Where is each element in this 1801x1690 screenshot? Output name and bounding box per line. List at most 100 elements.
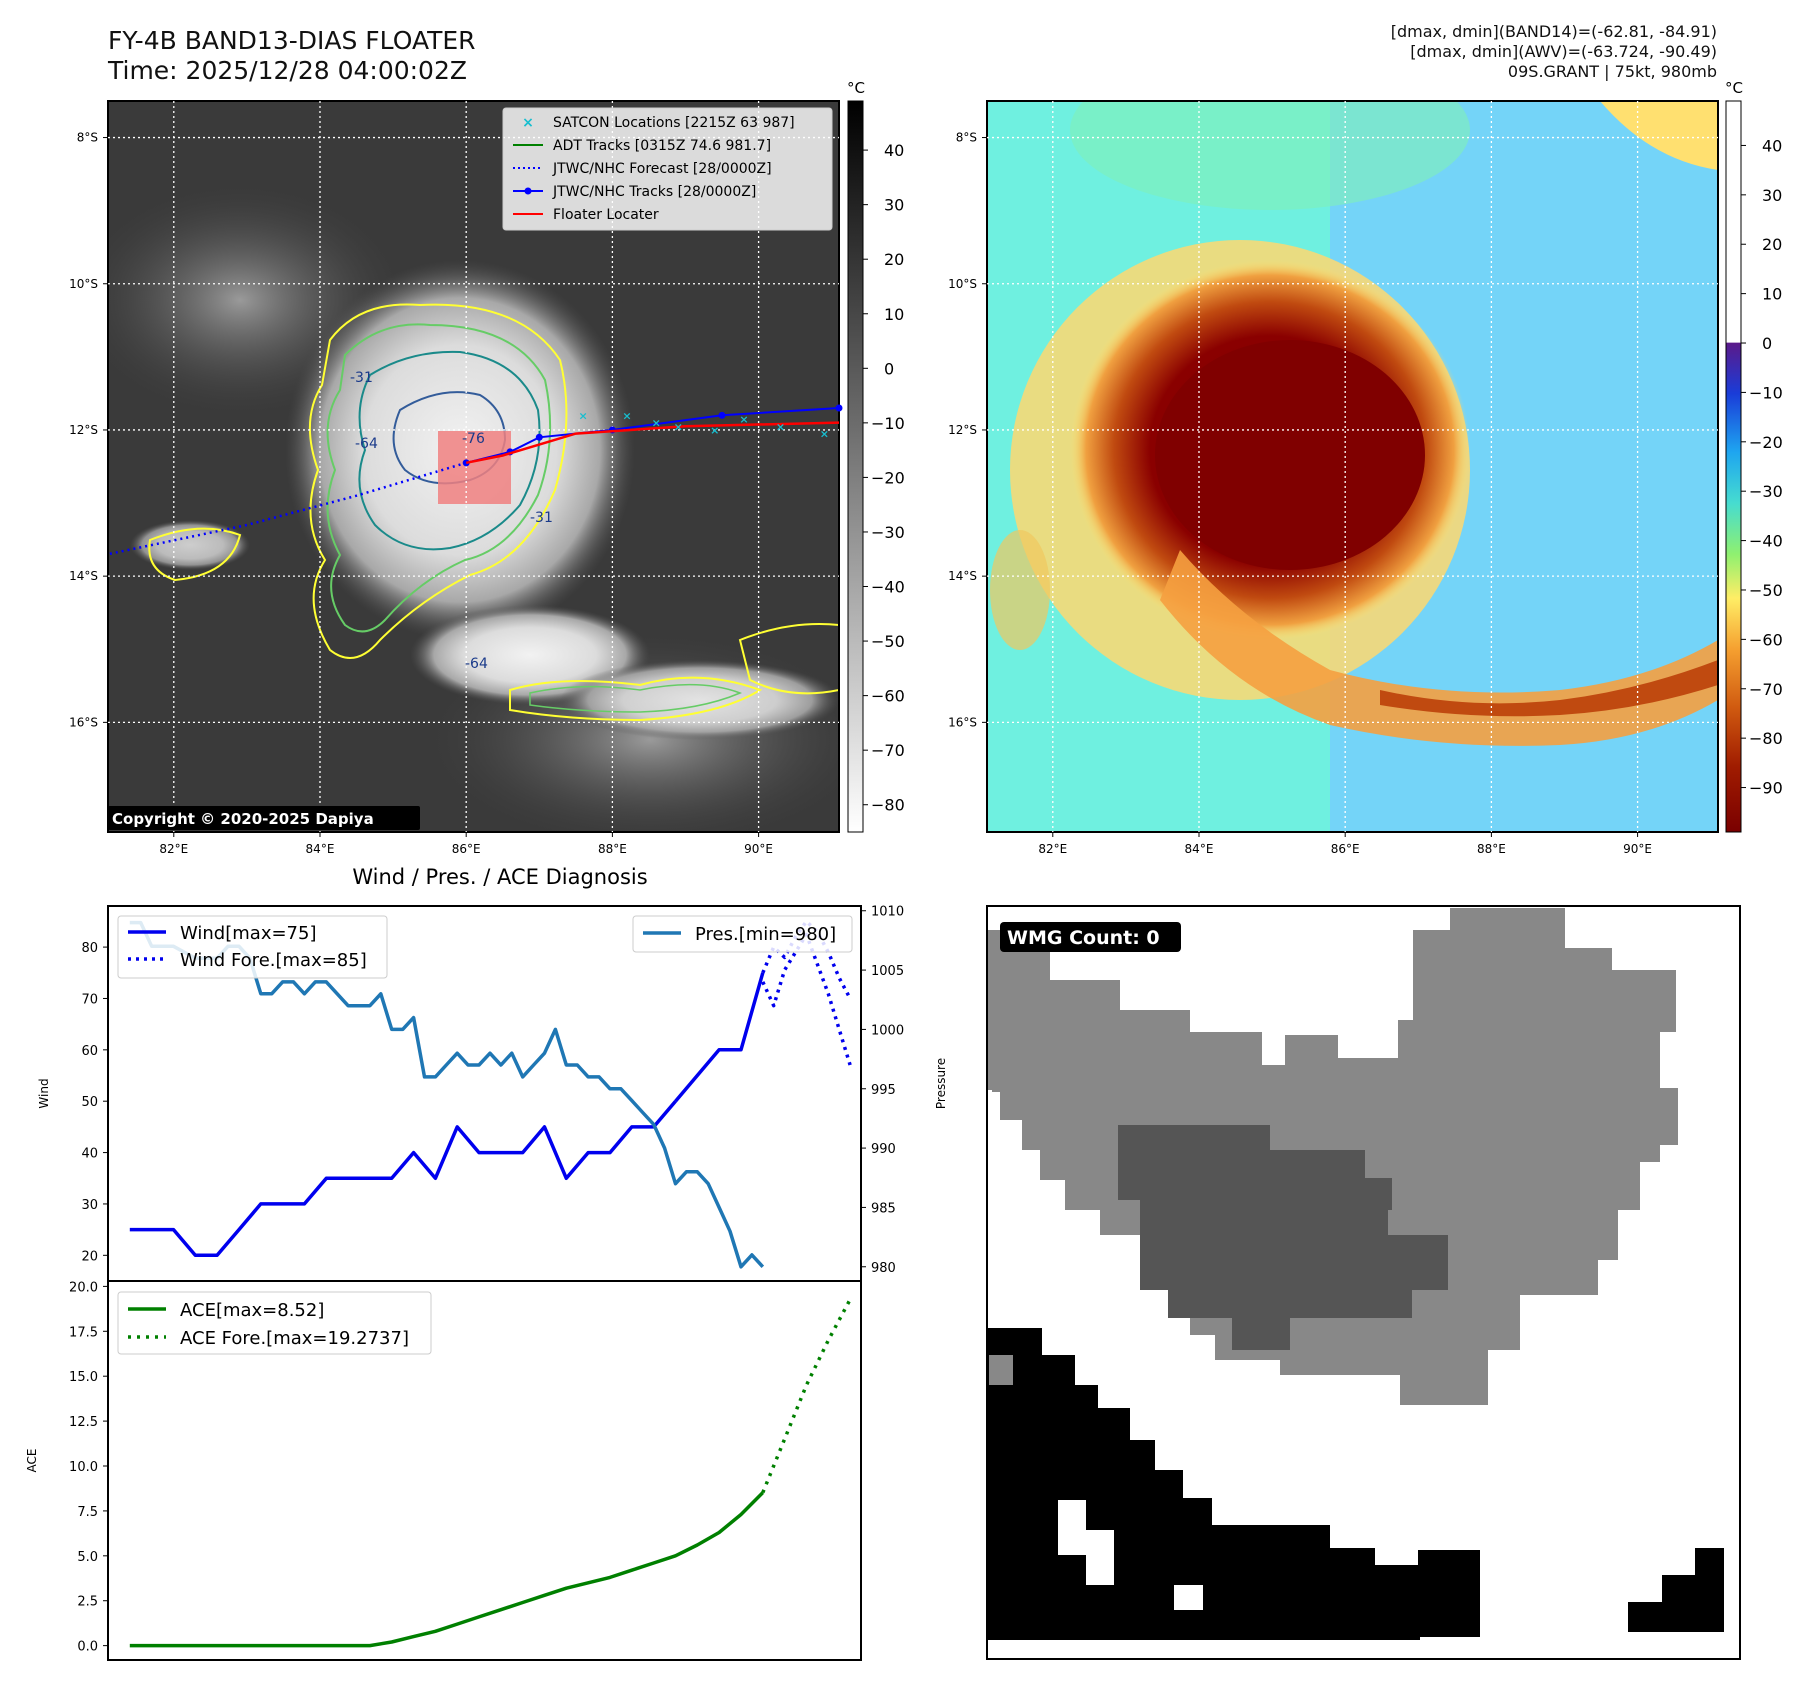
- ir-colorbar-unit: °C: [847, 79, 865, 97]
- info-band14: [dmax, dmin](BAND14)=(-62.81, -84.91): [1390, 22, 1717, 41]
- wind-tick-label: 20: [81, 1249, 98, 1264]
- colorbar-tick-label: 40: [1762, 136, 1782, 155]
- series-line: [674, 972, 765, 1103]
- ace-axes: 0.0 2.5 5.0 7.5 10.0 12.5 15.0 17.5 20.0 ACE: [25, 1280, 108, 1655]
- colorbar-tick-label: −40: [871, 578, 905, 597]
- ace-legend-box: [117, 1291, 432, 1355]
- awv-colorbar-ticks: 40 30 20 10 0 −10 −20 −30 −40 −50 −60 −70 −80 −90: [1741, 136, 1783, 798]
- tick-label-lat: 8°S: [77, 131, 98, 145]
- legend-dot: [524, 187, 532, 195]
- ace-series: [129, 1298, 852, 1648]
- colorbar-tick-label: −60: [1749, 630, 1783, 649]
- tick-label-lon: 82°E: [159, 842, 188, 856]
- tick-label-lon: 88°E: [1477, 842, 1506, 856]
- contour-label: -31: [350, 370, 373, 386]
- info-storm: 09S.GRANT | 75kt, 980mb: [1507, 62, 1717, 81]
- colorbar-tick-label: −30: [871, 523, 905, 542]
- legend-label: SATCON Locations [2215Z 63 987]: [553, 115, 795, 131]
- legend-marker-satcon: ×: [522, 115, 534, 131]
- awv-map-axes: 82°E 84°E 86°E 88°E 90°E 8°S 10°S 12°S 14°S 16°S: [948, 131, 1652, 856]
- wind-legend-box: [117, 915, 388, 979]
- colorbar-tick-label: −20: [871, 468, 905, 487]
- colorbar-tick-label: 10: [1762, 285, 1782, 304]
- ir-map-axes: 82°E 84°E 86°E 88°E 90°E 8°S 10°S 12°S 14°S 16°S: [69, 131, 773, 856]
- ace-series-line: [129, 1491, 765, 1648]
- contour-label: -31: [530, 510, 553, 526]
- ir-colorbar-ticks: 40 30 20 10 0 −10 −20 −30 −40 −50 −60 −70 −80: [863, 141, 905, 815]
- colorbar-tick-label: −20: [1749, 433, 1783, 452]
- tick-label-lon: 84°E: [1185, 842, 1214, 856]
- ace-series-line: [761, 1298, 852, 1494]
- pressure-tick-label: 1005: [871, 964, 904, 979]
- colorbar-tick-label: 20: [1762, 235, 1782, 254]
- wind-tick-label: 70: [81, 992, 98, 1007]
- tick-label-lon: 84°E: [306, 842, 335, 856]
- ace-legend-label: ACE[max=8.52]: [180, 1300, 324, 1321]
- tick-label-lon: 86°E: [452, 842, 481, 856]
- jtwc-track-point: [535, 433, 543, 441]
- copyright-text: Copyright © 2020-2025 Dapiya: [112, 810, 374, 828]
- colorbar-tick-label: −40: [1749, 532, 1783, 551]
- pressure-tick-label: 995: [871, 1083, 896, 1098]
- satcon-marker: ×: [820, 428, 829, 441]
- pressure-axis-label: Pressure: [934, 1058, 948, 1109]
- tick-label-lat: 14°S: [69, 569, 98, 583]
- tick-label-lat: 14°S: [948, 569, 977, 583]
- colorbar-tick-label: 0: [884, 359, 894, 378]
- wmg-panel-frame: [986, 905, 1741, 1660]
- info-awv: [dmax, dmin](AWV)=(-63.724, -90.49): [1410, 42, 1717, 61]
- jtwc-track-point: [462, 459, 470, 467]
- tick-label-lon: 90°E: [1623, 842, 1652, 856]
- colorbar-tick-label: 20: [884, 250, 904, 269]
- satcon-marker: ×: [710, 424, 719, 437]
- satcon-marker: ×: [739, 413, 748, 426]
- satcon-marker: ×: [674, 420, 683, 433]
- tick-label-lat: 10°S: [948, 277, 977, 291]
- colorbar-tick-label: 30: [884, 196, 904, 215]
- wind-tick-label: 50: [81, 1095, 98, 1110]
- wmg-count-label: WMG Count: 0: [1007, 927, 1160, 949]
- tick-label-lat: 8°S: [956, 131, 977, 145]
- pressure-tick-label: 1010: [871, 905, 904, 920]
- colorbar-tick-label: 10: [884, 305, 904, 324]
- awv-map-image: [987, 101, 1718, 832]
- ace-tick-label: 2.5: [77, 1595, 98, 1610]
- wind-tick-label: 30: [81, 1198, 98, 1213]
- tick-label-lon: 88°E: [598, 842, 627, 856]
- ir-legend: × SATCON Locations [2215Z 63 987] ADT Trac…: [502, 107, 833, 231]
- colorbar-tick-label: −60: [871, 687, 905, 706]
- legend-label: Floater Locater: [553, 207, 659, 223]
- ace-legend: ACE[max=8.52] ACE Fore.[max=19.2737]: [117, 1291, 432, 1355]
- wind-tick-label: 80: [81, 941, 98, 956]
- colorbar-tick-label: 30: [1762, 186, 1782, 205]
- jtwc-track-point: [718, 411, 726, 419]
- ace-axis-label: ACE: [25, 1449, 39, 1473]
- figure-title: FY-4B BAND13-DIAS FLOATER: [108, 26, 476, 55]
- pressure-legend: Pres.[min=980]: [632, 915, 853, 953]
- wind-axes: 20 30 40 50 60 70 80 980 985 990 995 1000 1005 1010 Wi…: [37, 905, 948, 1276]
- ir-colorbar: [847, 100, 864, 833]
- tick-label-lon: 90°E: [744, 842, 773, 856]
- tick-label-lat: 12°S: [69, 423, 98, 437]
- awv-map-gridlines: [987, 101, 1718, 832]
- ir-map-tracks: × × × × × × × × -31 -64 -76 -31 -64: [107, 370, 843, 672]
- figure-time: Time: 2025/12/28 04:00:02Z: [108, 56, 467, 85]
- pressure-tick-label: 990: [871, 1142, 896, 1157]
- tick-label-lon: 86°E: [1331, 842, 1360, 856]
- ace-forecast-legend-label: ACE Fore.[max=19.2737]: [180, 1328, 409, 1349]
- ace-tick-label: 5.0: [77, 1550, 98, 1565]
- jtwc-track-point: [835, 404, 843, 412]
- wind-legend-label: Wind[max=75]: [180, 923, 317, 944]
- ace-tick-label: 20.0: [69, 1280, 98, 1295]
- ace-tick-label: 7.5: [77, 1505, 98, 1520]
- ace-tick-label: 17.5: [69, 1325, 98, 1340]
- colorbar-tick-label: 0: [1762, 334, 1772, 353]
- ace-tick-label: 15.0: [69, 1370, 98, 1385]
- ace-tick-label: 12.5: [69, 1415, 98, 1430]
- tick-label-lat: 16°S: [948, 715, 977, 729]
- wind-forecast-legend-label: Wind Fore.[max=85]: [180, 950, 367, 971]
- pressure-tick-label: 1000: [871, 1023, 904, 1038]
- pressure-legend-box: [632, 915, 853, 953]
- pressure-tick-label: 980: [871, 1261, 896, 1276]
